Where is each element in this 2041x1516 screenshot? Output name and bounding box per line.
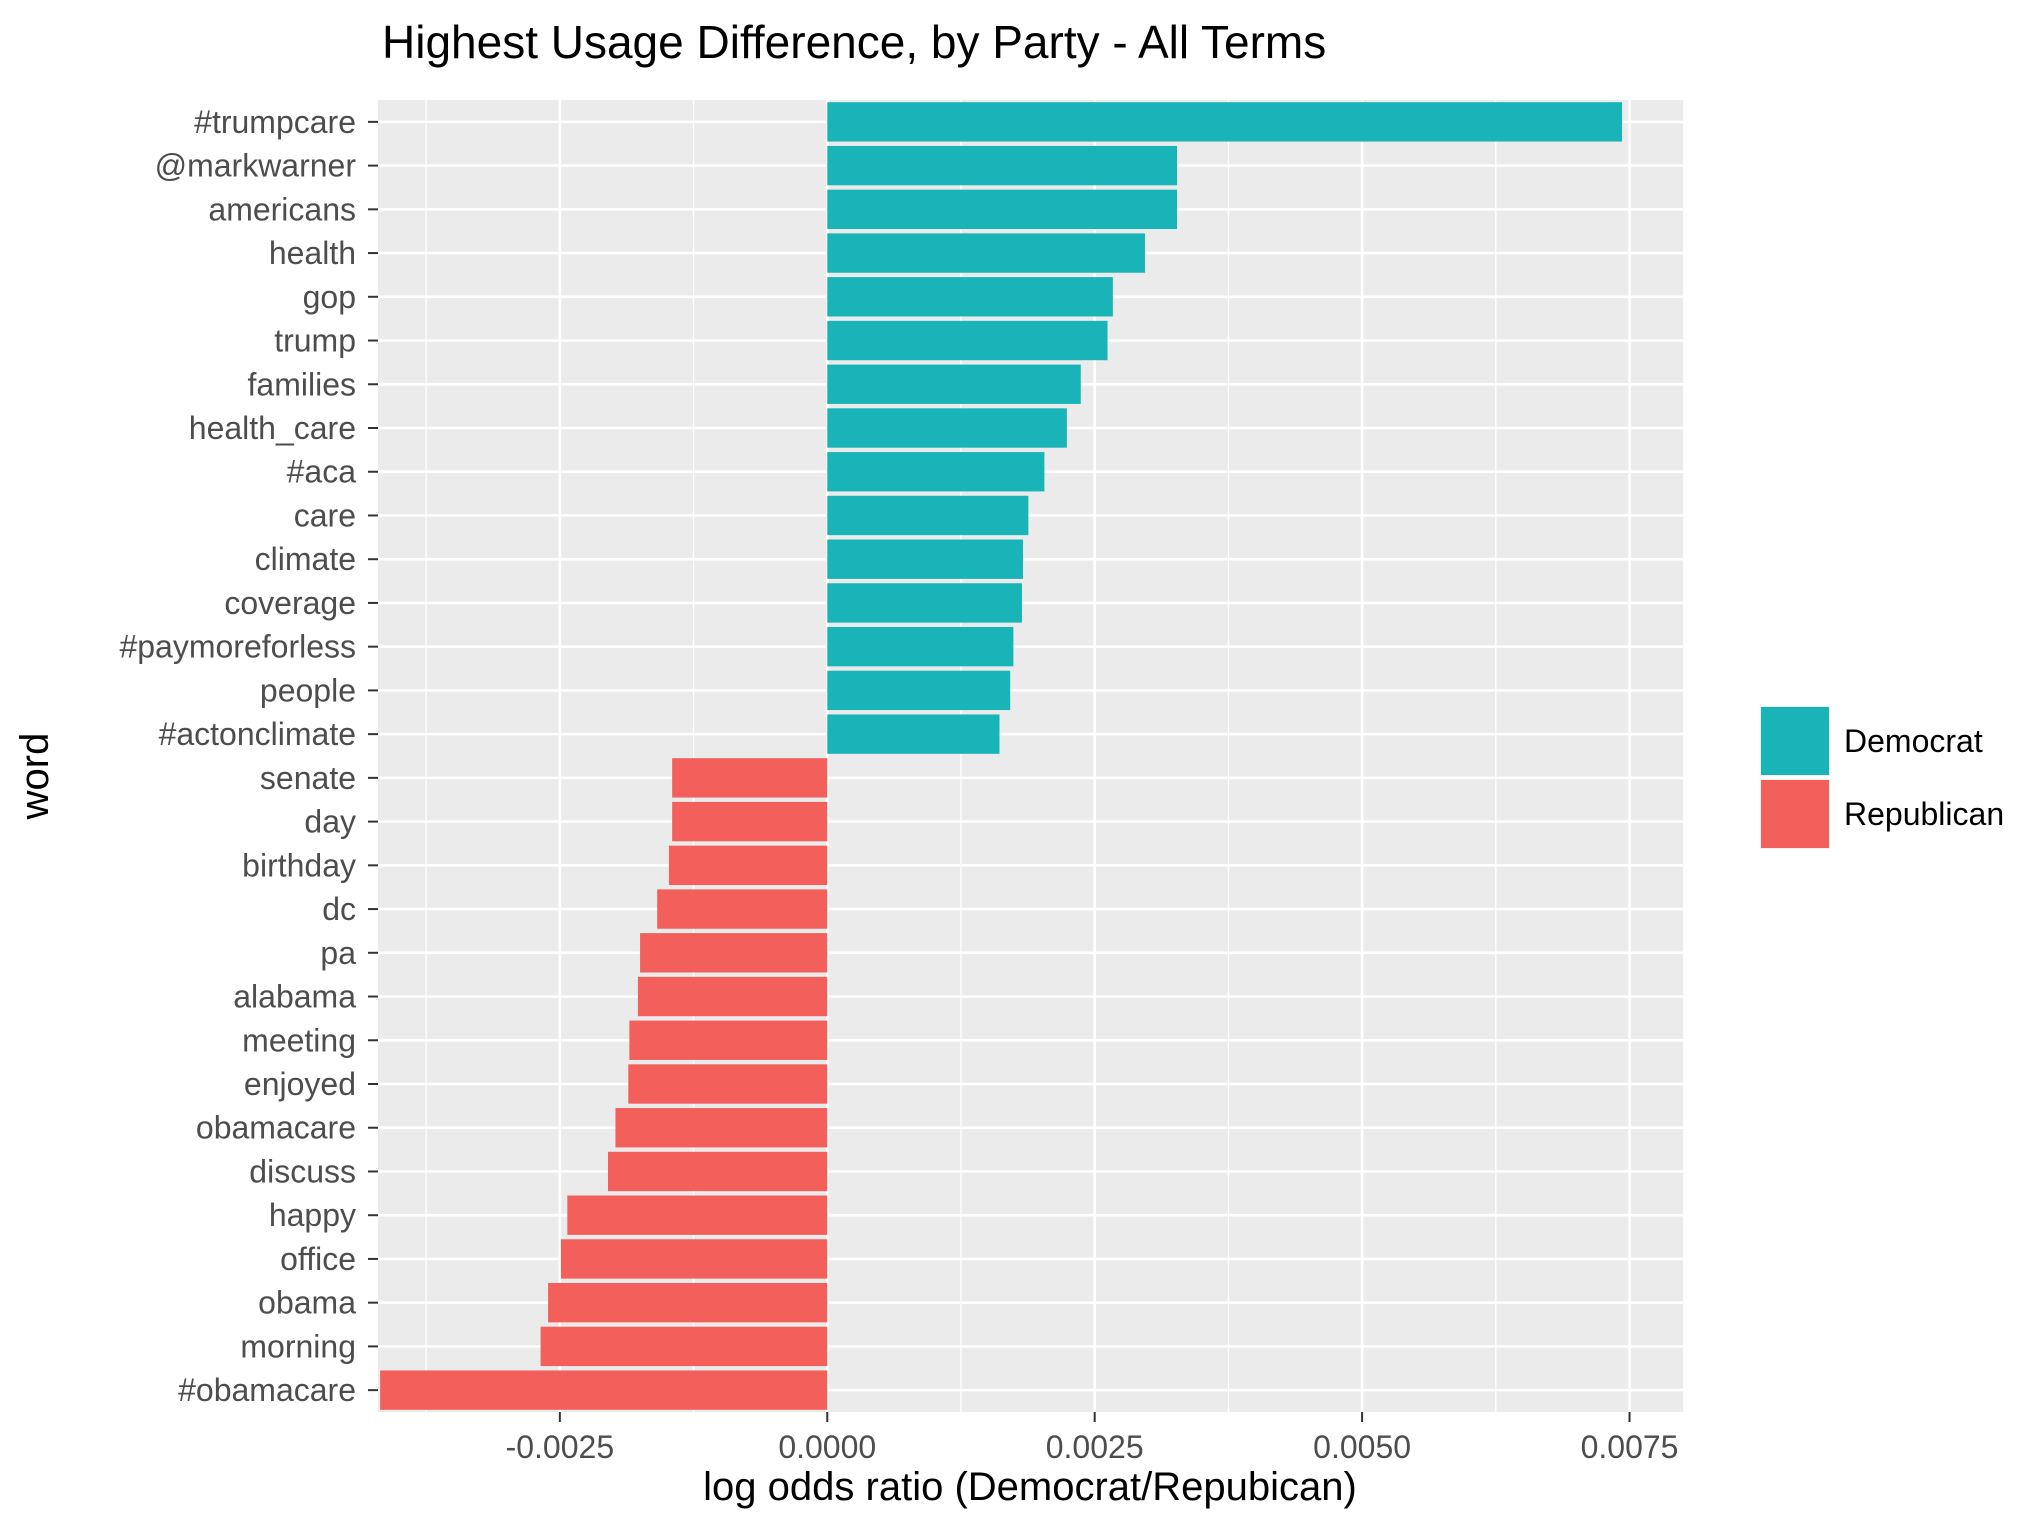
bar-obama — [548, 1282, 828, 1323]
bar-markwarner — [827, 145, 1178, 186]
y-tick-label: @markwarner — [155, 148, 357, 184]
y-tick-label: dc — [322, 891, 356, 927]
y-tick-label: americans — [208, 191, 356, 227]
y-tick-label: meeting — [242, 1022, 356, 1058]
y-tick-label: #trumpcare — [194, 104, 356, 140]
bar-trump — [827, 320, 1108, 361]
x-axis-title: log odds ratio (Democrat/Repubican) — [703, 1465, 1357, 1509]
chart-title: Highest Usage Difference, by Party - All… — [382, 16, 1326, 68]
bar-obamacare — [615, 1108, 828, 1148]
bar-actonclimate — [827, 714, 1000, 754]
bar-climate — [827, 539, 1024, 579]
y-tick-label: obamacare — [196, 1110, 356, 1146]
bar-dc — [657, 889, 828, 929]
bar-happy — [567, 1195, 828, 1235]
y-tick-label: senate — [260, 760, 356, 796]
y-tick-label: coverage — [224, 585, 356, 621]
bar-meeting — [629, 1020, 828, 1060]
bar-enjoyed — [628, 1064, 828, 1104]
bar-birthday — [668, 845, 828, 886]
x-tick-label: 0.0050 — [1313, 1429, 1411, 1465]
bar-morning — [540, 1326, 828, 1367]
bar-discuss — [607, 1151, 828, 1192]
y-tick-label: care — [294, 497, 356, 533]
bar-health_care — [827, 408, 1067, 448]
y-tick-label: #aca — [287, 454, 357, 490]
bar-americans — [827, 189, 1178, 230]
bar-aca — [827, 452, 1045, 492]
x-tick-label: 0.0025 — [1046, 1429, 1144, 1465]
y-tick-label: trump — [274, 323, 356, 359]
bar-coverage — [827, 583, 1022, 623]
y-tick-label: gop — [303, 279, 356, 315]
bar-senate — [672, 758, 828, 798]
bar-paymoreforless — [827, 626, 1014, 667]
legend-swatch-democrat — [1761, 707, 1829, 775]
y-tick-label: enjoyed — [244, 1066, 356, 1102]
y-axis-title: word — [13, 733, 57, 821]
panel-background — [378, 100, 1683, 1412]
bar-office — [560, 1239, 828, 1279]
x-tick-label: 0.0000 — [778, 1429, 876, 1465]
y-tick-label: day — [304, 804, 356, 840]
bar-alabama — [637, 976, 828, 1017]
bar-families — [827, 364, 1081, 404]
y-tick-label: birthday — [242, 847, 356, 883]
y-tick-label: alabama — [233, 979, 356, 1015]
bar-trumpcare — [827, 102, 1623, 142]
y-tick-label: morning — [240, 1328, 356, 1364]
y-tick-label: discuss — [249, 1153, 356, 1189]
y-tick-label: health — [269, 235, 356, 271]
bar-health — [827, 233, 1145, 273]
y-tick-label: office — [280, 1241, 356, 1277]
plot-area: #trumpcare @markwarner americans health gop t… — [119, 100, 1683, 1465]
legend-label-democrat: Democrat — [1844, 723, 1983, 759]
y-tick-label: #obamacare — [178, 1372, 356, 1408]
legend: Democrat Republican — [1760, 706, 2004, 849]
y-tick-label: obama — [258, 1285, 356, 1321]
bar-obamacare — [380, 1370, 828, 1410]
y-tick-label: people — [260, 672, 356, 708]
y-tick-label: #paymoreforless — [119, 629, 356, 665]
y-tick-label: happy — [269, 1197, 356, 1233]
bar-day — [672, 801, 828, 842]
x-tick-label: -0.0025 — [506, 1429, 615, 1465]
bar-care — [827, 495, 1029, 536]
y-tick-label: families — [248, 366, 356, 402]
bar-gop — [827, 277, 1113, 317]
bar-people — [827, 670, 1011, 711]
legend-swatch-republican — [1761, 780, 1829, 848]
legend-label-republican: Republican — [1844, 796, 2004, 832]
x-tick-label: 0.0075 — [1581, 1429, 1679, 1465]
y-tick-label: pa — [320, 935, 356, 971]
y-tick-label: health_care — [189, 410, 356, 446]
bar-pa — [640, 933, 828, 973]
y-tick-label: #actonclimate — [159, 716, 356, 752]
y-tick-label: climate — [255, 541, 356, 577]
